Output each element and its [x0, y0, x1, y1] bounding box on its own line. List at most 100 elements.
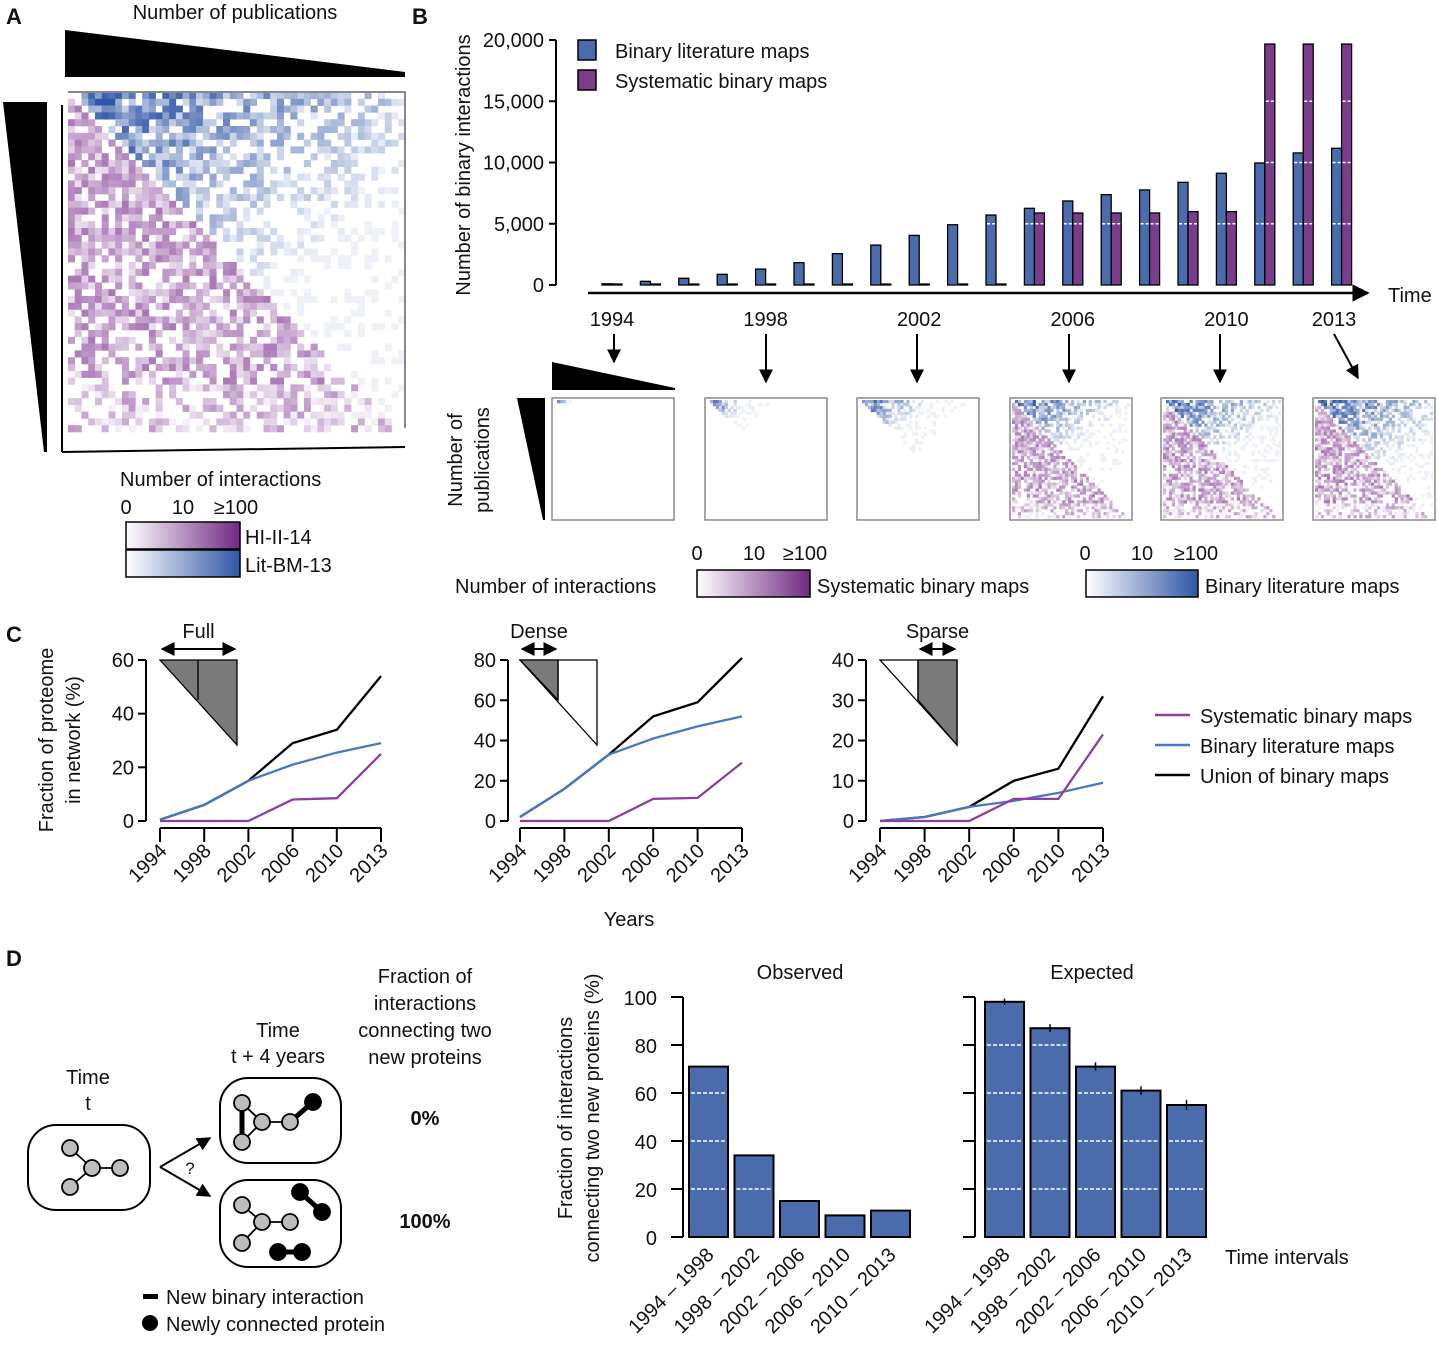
bar-literature-2010	[1215, 172, 1228, 286]
heatmap-cell	[81, 350, 89, 358]
heatmap-cell	[1374, 500, 1378, 504]
heatmap-cell	[1038, 420, 1042, 424]
heatmap-cell	[1394, 402, 1398, 407]
heatmap-cell	[1320, 485, 1325, 489]
heatmap-cell	[169, 139, 177, 147]
heatmap-cell	[1418, 470, 1422, 475]
heatmap-cell	[1385, 402, 1390, 407]
heatmap-cell	[1059, 411, 1063, 416]
legend-label: Binary literature maps	[615, 41, 810, 63]
heatmap-cell	[1017, 506, 1022, 510]
heatmap-cell	[1186, 482, 1190, 486]
heatmap-cell	[142, 228, 150, 236]
heatmap-cell	[256, 343, 264, 351]
heatmap-cell	[1219, 479, 1223, 483]
heatmap-cell	[1180, 402, 1184, 407]
heatmap-cell	[1091, 414, 1095, 418]
heatmap-cell	[391, 200, 399, 208]
heatmap-cell	[1421, 494, 1425, 498]
heatmap-cell	[1204, 432, 1208, 436]
heatmap-cell	[1236, 497, 1240, 501]
heatmap-cell	[1374, 441, 1378, 445]
heatmap-cell	[182, 187, 190, 195]
heatmap-cell	[1056, 482, 1060, 486]
heatmap-cell	[155, 418, 163, 426]
heatmap-cell	[162, 302, 170, 310]
heatmap-cell	[1403, 405, 1407, 410]
heatmap-cell	[1245, 494, 1249, 498]
heatmap-cell	[303, 248, 311, 256]
heatmap-cell	[1079, 482, 1084, 486]
heatmap-cell	[216, 418, 224, 426]
heatmap-cell	[1014, 400, 1019, 404]
heatmap-cell	[148, 336, 156, 344]
heatmap-cell	[364, 146, 372, 154]
heatmap-cell	[1014, 429, 1019, 433]
heatmap-cell	[920, 441, 925, 445]
heatmap-cell	[1076, 482, 1081, 486]
heatmap-cell	[270, 309, 278, 317]
heatmap-cell	[1332, 432, 1336, 436]
heatmap-cell	[1227, 435, 1232, 439]
heatmap-cell	[1177, 476, 1181, 480]
heatmap-cell	[297, 132, 305, 140]
heatmap-cell	[1073, 411, 1078, 416]
heatmap-cell	[283, 343, 291, 351]
heatmap-cell	[378, 228, 386, 236]
heatmap-cell	[357, 377, 365, 385]
heatmap-cell	[1415, 515, 1419, 519]
heatmap-cell	[128, 323, 136, 331]
heatmap-cell	[202, 330, 210, 338]
heatmap-cell	[1222, 506, 1226, 510]
heatmap-cell	[68, 105, 76, 113]
heatmap-cell	[1204, 482, 1208, 486]
heatmap-cell	[1053, 500, 1057, 504]
heatmap-cell	[1222, 461, 1226, 466]
heatmap-cell	[1195, 405, 1199, 410]
heatmap-cell	[209, 296, 217, 304]
heatmap-cell	[1397, 438, 1401, 442]
heatmap-cell	[1251, 402, 1255, 407]
heatmap-cell	[1412, 435, 1416, 439]
heatmap-cell	[182, 302, 190, 310]
heatmap-cell	[1038, 461, 1042, 466]
heatmap-cell	[223, 132, 231, 140]
heatmap-cell	[1388, 411, 1392, 416]
heatmap-cell	[1056, 453, 1060, 457]
heatmap-cell	[270, 187, 278, 195]
heatmap-cell	[1038, 473, 1042, 477]
line-systematic	[160, 753, 382, 823]
heatmap-cell	[1266, 506, 1270, 510]
heatmap-cell	[891, 402, 895, 407]
heatmap-cell	[1320, 450, 1325, 454]
heatmap-cell	[155, 173, 163, 181]
heatmap-cell	[303, 384, 311, 392]
heatmap-cell	[290, 98, 298, 106]
heatmap-cell	[1041, 408, 1045, 413]
heatmap-cell	[1400, 447, 1404, 451]
heatmap-cell	[959, 402, 963, 407]
heatmap-cell	[1062, 503, 1066, 507]
heatmap-cell	[1233, 405, 1238, 410]
heatmap-cell	[1088, 432, 1092, 436]
heatmap-cell	[1068, 423, 1072, 427]
heatmap-cell	[1353, 426, 1357, 430]
heatmap-cell	[1236, 479, 1240, 483]
heatmap-cell	[1014, 435, 1019, 439]
heatmap-cell	[1112, 438, 1116, 442]
heatmap-cell	[1103, 512, 1107, 516]
protein-node	[253, 1113, 271, 1131]
heatmap-cell	[1047, 459, 1051, 463]
heatmap-cell	[317, 411, 325, 419]
heatmap-cell	[1056, 400, 1060, 404]
heatmap-cell	[1385, 408, 1390, 413]
heatmap-cell	[1341, 506, 1345, 510]
heatmap-cell	[142, 268, 150, 276]
heatmap-cell	[142, 234, 150, 242]
heatmap-cell	[189, 330, 197, 338]
heatmap-cell	[330, 418, 338, 426]
heatmap-cell	[317, 221, 325, 229]
heatmap-cell	[155, 364, 163, 372]
heatmap-cell	[568, 400, 572, 404]
heatmap-cell	[1017, 435, 1022, 439]
